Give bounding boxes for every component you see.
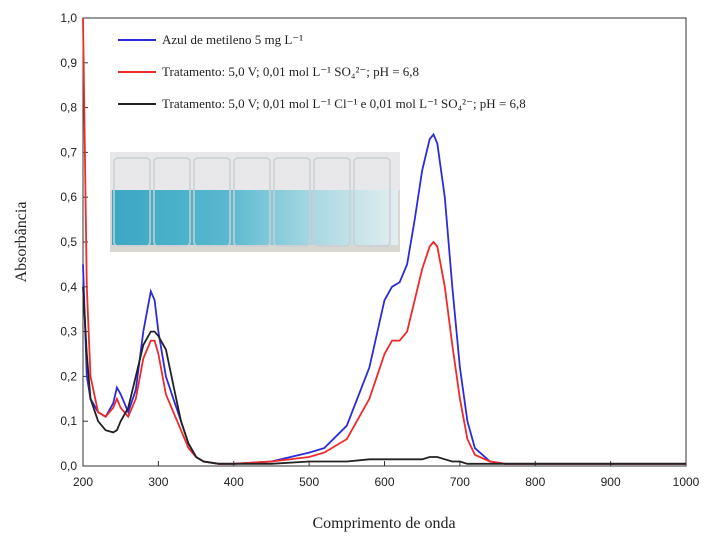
- x-tick-label: 800: [525, 475, 545, 489]
- legend-label: Tratamento: 5,0 V; 0,01 mol L⁻¹ Cl⁻¹ e 0…: [162, 96, 526, 111]
- y-tick-label: 0,1: [60, 414, 77, 428]
- y-axis-label: Absorbância: [13, 202, 30, 283]
- y-tick-label: 0,9: [60, 56, 77, 70]
- y-tick-label: 0,5: [60, 235, 77, 249]
- y-tick-label: 1,0: [60, 11, 77, 25]
- y-tick-label: 0,8: [60, 101, 77, 115]
- y-tick-label: 0,7: [60, 145, 77, 159]
- x-tick-label: 300: [148, 475, 168, 489]
- y-tick-label: 0,0: [60, 459, 77, 473]
- series-line: [82, 286, 686, 465]
- legend-label: Tratamento: 5,0 V; 0,01 mol L⁻¹ SO₄²⁻; p…: [162, 64, 419, 79]
- x-tick-label: 700: [450, 475, 470, 489]
- x-tick-label: 500: [299, 475, 319, 489]
- x-tick-label: 1000: [673, 475, 700, 489]
- inset-photo: [110, 152, 400, 252]
- y-tick-label: 0,6: [60, 190, 77, 204]
- y-tick-label: 0,2: [60, 369, 77, 383]
- x-tick-label: 600: [374, 475, 394, 489]
- x-tick-label: 200: [73, 475, 93, 489]
- y-tick-label: 0,4: [60, 280, 77, 294]
- x-axis-label: Comprimento de onda: [312, 515, 455, 532]
- series-line: [82, 17, 686, 465]
- x-tick-label: 900: [601, 475, 621, 489]
- y-tick-label: 0,3: [60, 325, 77, 339]
- legend-label: Azul de metileno 5 mg L⁻¹: [162, 32, 303, 47]
- x-tick-label: 400: [224, 475, 244, 489]
